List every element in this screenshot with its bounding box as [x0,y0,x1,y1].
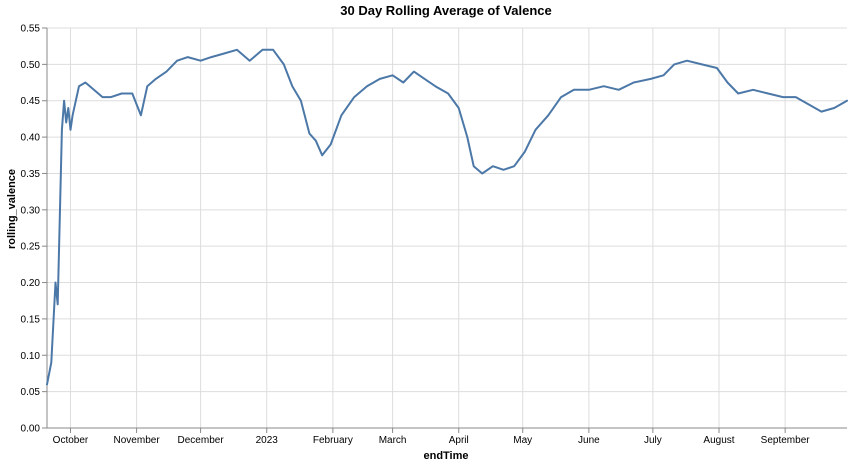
chart-title: 30 Day Rolling Average of Valence [340,3,551,18]
x-tick-label: July [644,435,662,446]
x-tick-label: May [513,435,532,446]
y-axis-title: rolling_valence [6,169,18,249]
grid-layer [47,27,847,429]
y-tick-label: 0.20 [21,278,41,289]
x-tick-label: August [703,435,734,446]
line-layer [46,48,848,386]
x-tick-label: September [761,435,811,446]
x-tick-label: December [178,435,225,446]
y-tick-label: 0.50 [21,60,41,71]
y-tick-label: 0.10 [21,351,41,362]
x-tick-label: April [449,435,469,446]
x-tick-label: March [379,435,407,446]
x-tick-label: 2023 [256,435,279,446]
x-tick-label: February [313,435,353,446]
axis-layer: 0.00 0.05 0.10 0.15 0.20 0.25 0.30 0.35 0.40 0.45… [21,24,847,446]
y-tick-label: 0.25 [21,242,41,253]
y-tick-label: 0.55 [21,24,41,35]
y-tick-label: 0.35 [21,169,41,180]
x-axis-title: endTime [423,450,468,462]
y-tick-label: 0.05 [21,387,41,398]
y-tick-label: 0.00 [21,424,41,435]
y-tick-label: 0.15 [21,314,41,325]
y-tick-label: 0.40 [21,133,41,144]
x-tick-label: June [578,435,600,446]
x-tick-label: October [53,435,89,446]
y-tick-label: 0.45 [21,96,41,107]
x-tick-label: November [114,435,161,446]
y-tick-label: 0.30 [21,205,41,216]
series-line-0 [46,48,848,386]
